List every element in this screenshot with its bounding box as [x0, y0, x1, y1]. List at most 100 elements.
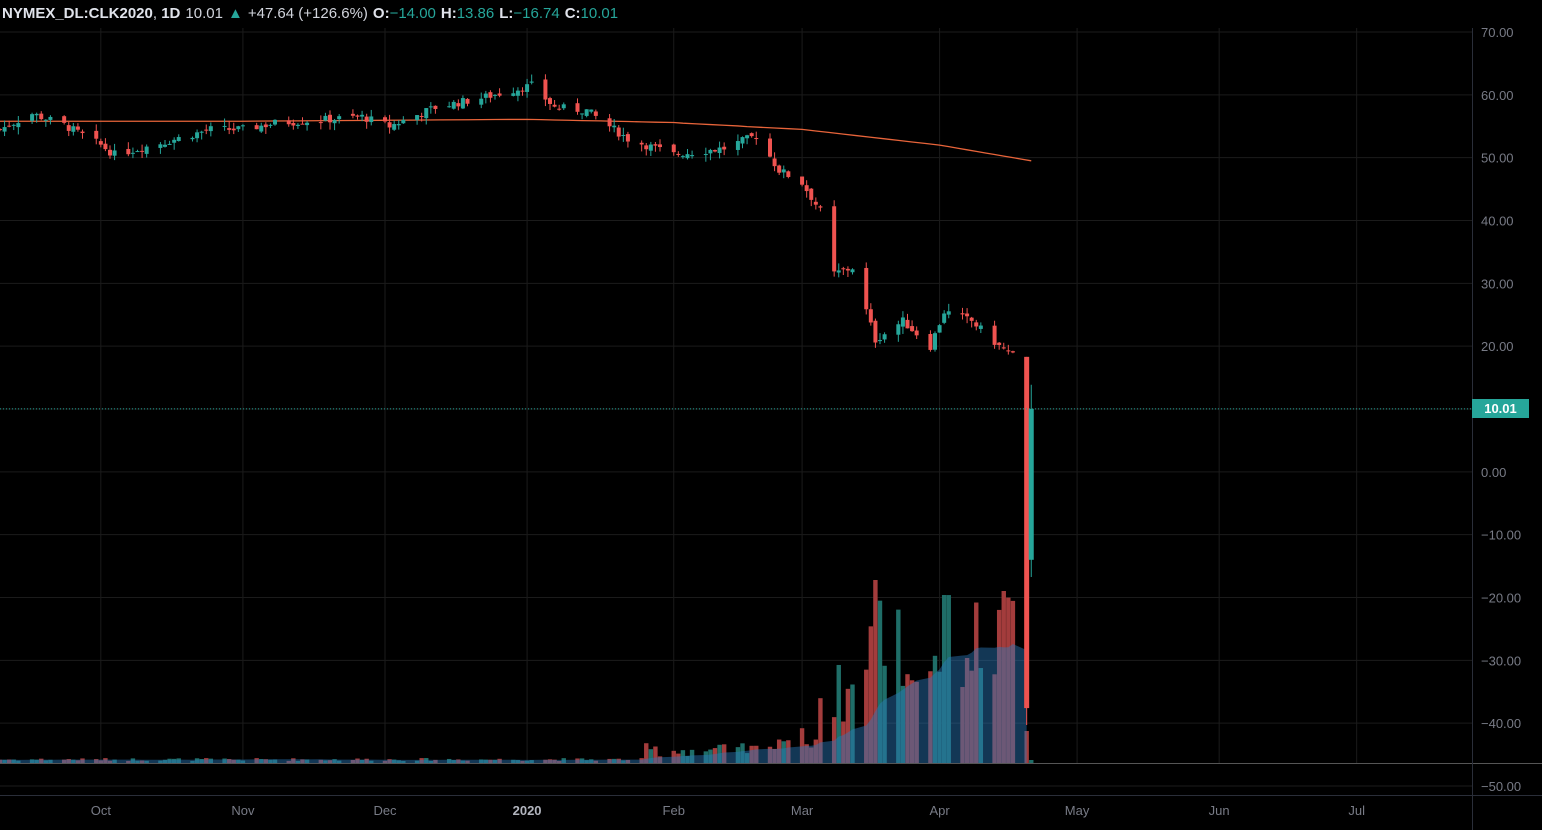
candle-body [1010, 351, 1015, 353]
volume-bar [524, 760, 530, 763]
volume-bar [1029, 760, 1034, 763]
candle-body [552, 104, 557, 107]
candle-body [520, 90, 525, 92]
volume-bar [263, 759, 269, 763]
time-axis[interactable]: Oct Nov Dec 2020 Feb Mar Apr May Jun Jul [91, 803, 1365, 818]
volume-bar [488, 759, 493, 763]
volume-bar [584, 760, 589, 763]
candle-body [227, 128, 232, 130]
candle-body [158, 144, 163, 148]
volume-bar [799, 728, 805, 763]
candle-body [383, 117, 387, 122]
volume-bar [103, 758, 108, 763]
volume-bar [909, 680, 915, 763]
candle-body [800, 176, 805, 185]
candle-body [589, 109, 594, 112]
volume-bar [300, 759, 305, 763]
candle-body [231, 128, 236, 131]
volume-bar [882, 665, 887, 763]
candle-body [845, 268, 850, 271]
y-tick-label: 30.00 [1481, 276, 1514, 291]
volume-bar [721, 744, 727, 763]
price-axis[interactable]: 70.00 60.00 50.00 40.00 30.00 20.00 0.00 −10.00… [1472, 25, 1522, 830]
candle-body [703, 154, 708, 156]
candle-body [584, 109, 589, 116]
volume-bar [222, 758, 227, 763]
candle-body [946, 311, 951, 315]
volume-bar [776, 739, 782, 763]
volume-bar [332, 759, 337, 763]
volume-bar [39, 758, 44, 763]
volume-bar [433, 759, 438, 763]
candle-body [424, 108, 429, 119]
interval[interactable]: 1D [161, 4, 181, 22]
x-tick-label: Jul [1348, 803, 1365, 818]
candle-body [768, 138, 772, 157]
candle-body [48, 116, 53, 120]
candle-body [337, 116, 342, 120]
y-tick-label: 0.00 [1481, 465, 1506, 480]
volume-bar [520, 760, 525, 763]
candle-body [529, 81, 534, 83]
symbol-name[interactable]: NYMEX_DL:CLK2020 [2, 4, 153, 22]
volume-bar [809, 747, 814, 763]
candle-body [612, 125, 617, 128]
volume-bar [703, 751, 709, 763]
volume-bar [831, 717, 837, 763]
close-value: 10.01 [580, 4, 619, 22]
candle-body [364, 116, 369, 122]
x-tick-label: 2020 [513, 803, 542, 818]
volume-bar [717, 744, 722, 763]
high-label: H: [440, 4, 457, 22]
volume-bar [135, 760, 140, 763]
candle-body [786, 171, 791, 177]
y-tick-label: 70.00 [1481, 25, 1514, 40]
volume-bar [749, 745, 754, 763]
volume-bar [483, 759, 489, 763]
candle-body [658, 144, 662, 148]
candle-body [639, 142, 644, 145]
y-tick-label: 20.00 [1481, 339, 1514, 354]
candle-body [419, 116, 424, 118]
candle-body [621, 134, 626, 136]
candle-body [813, 201, 818, 205]
candle-body [740, 137, 745, 144]
volume-bar [112, 759, 117, 763]
volume-bar [552, 759, 557, 763]
candle-body [832, 206, 837, 272]
candle-body [135, 151, 140, 153]
candle-body [690, 155, 695, 157]
volume-bar [978, 668, 984, 763]
candle-body [460, 98, 465, 109]
candle-body [71, 126, 76, 132]
candle-body [190, 137, 195, 140]
candle-body [208, 126, 213, 132]
candle-body [575, 103, 580, 112]
volume-bar [11, 759, 16, 763]
last-value: 10.01 [185, 4, 223, 22]
candle-body [291, 123, 296, 126]
volume-bar [167, 758, 172, 763]
volume-bar [932, 655, 938, 763]
volume-bar [176, 758, 181, 763]
candle-body [781, 169, 786, 173]
volume-bar [304, 759, 310, 763]
candle-body [350, 113, 355, 116]
candle-body [456, 103, 461, 107]
volume-bar [914, 681, 919, 763]
candle-body [1006, 350, 1011, 352]
volume-bar [639, 758, 644, 763]
volume-bar [479, 759, 484, 763]
candle-body [493, 94, 497, 96]
close-label: C: [564, 4, 581, 22]
candle-body [928, 334, 933, 350]
candle-body [749, 133, 754, 137]
volume-bar [644, 743, 649, 763]
volume-bar [48, 759, 53, 763]
candle-body [548, 98, 552, 104]
candle-body [896, 324, 901, 335]
volume-bar [621, 760, 626, 763]
candle-body [561, 104, 566, 109]
candle-body [882, 334, 887, 340]
